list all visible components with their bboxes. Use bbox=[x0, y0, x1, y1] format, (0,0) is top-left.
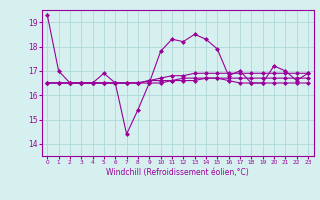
X-axis label: Windchill (Refroidissement éolien,°C): Windchill (Refroidissement éolien,°C) bbox=[106, 168, 249, 177]
